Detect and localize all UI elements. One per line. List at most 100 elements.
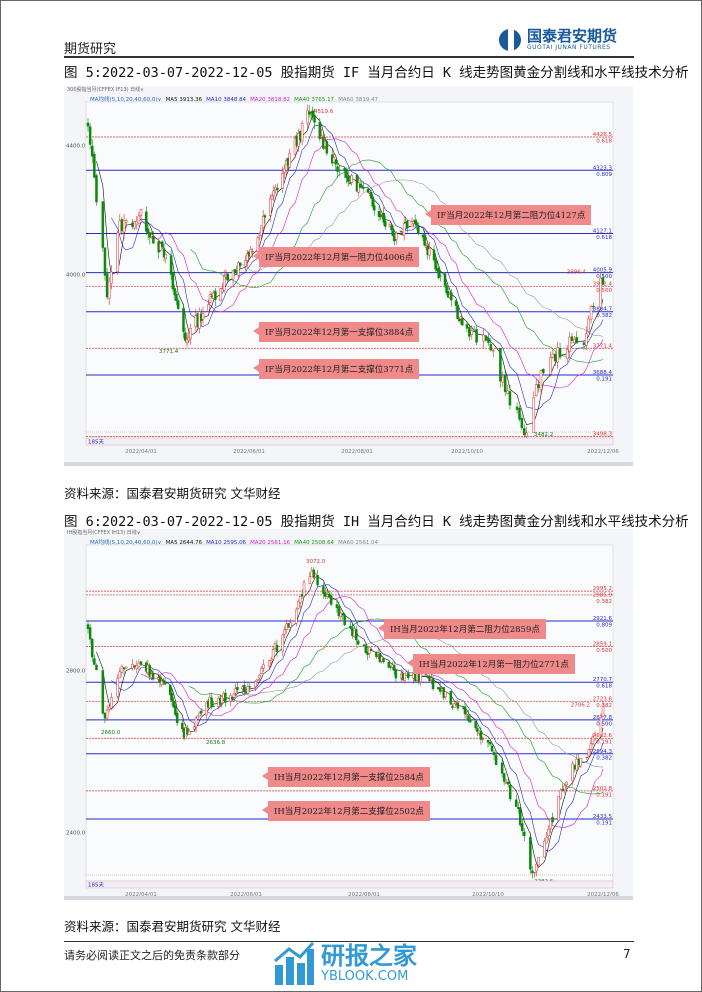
candle-down — [224, 692, 227, 703]
candle-up — [293, 137, 297, 155]
candle-down — [434, 259, 437, 270]
candle-up — [599, 717, 603, 736]
ma-params[interactable]: MA均线(5,10,20,40,60,0)∨ — [90, 540, 162, 546]
candle-up — [593, 735, 597, 739]
candle-up — [222, 276, 226, 291]
ma-params[interactable]: MA均线(5,10,20,40,60,0)∨ — [90, 97, 162, 103]
candle-up — [470, 330, 474, 336]
candle-up — [137, 662, 141, 668]
candle-down — [575, 337, 579, 344]
candle-up — [105, 709, 109, 719]
candle-down — [175, 712, 179, 724]
candle-up — [289, 622, 292, 628]
annotation-resistance-1: IF当月2022年12月第一阻力位4006点 — [252, 247, 420, 267]
candle-down — [514, 799, 518, 807]
candle-up — [110, 271, 113, 284]
days-count-label: 185天 — [88, 439, 104, 446]
candle-up — [537, 857, 540, 866]
candle-up — [258, 674, 261, 679]
candle-up — [185, 339, 189, 344]
x-tick-label: 2022/10/10 — [451, 449, 483, 455]
chart-toolbar[interactable]: 300股指当月(CFFEX IF13) 日线∨ — [67, 87, 144, 93]
section-label: 期货研究 — [64, 42, 117, 57]
chart-toolbar[interactable]: IH股指当月(CFFEX IH13) 日线∨ — [67, 530, 141, 536]
candle-down — [199, 710, 203, 714]
fib-level-value: 2921.6 — [593, 616, 613, 622]
candle-up — [116, 232, 119, 272]
footer-divider — [64, 941, 634, 942]
candle-down — [449, 691, 453, 705]
candle-down — [382, 212, 385, 223]
candle-down — [122, 667, 126, 670]
candle-down — [358, 184, 362, 188]
candle-up — [245, 253, 249, 261]
candle-down — [457, 318, 461, 322]
fib-level-ratio: 0.382 — [596, 703, 612, 709]
fib-level-value: 4127.1 — [593, 229, 612, 235]
candle-up — [300, 123, 304, 142]
candle-up — [262, 664, 265, 669]
low-price-label: 2636.8 — [206, 740, 226, 746]
fib-level-value: 2433.5 — [593, 814, 613, 820]
fib-level-value: 2502.8 — [593, 786, 613, 792]
annotation-resistance-2: IH当月2022年12月第二阻力位2859点 — [378, 619, 546, 639]
date-strip — [85, 880, 614, 889]
chart-ih-canvas: 2995.22985.90.3822921.60.8092859.10.5002… — [66, 544, 619, 896]
fib-level-ratio: 0.382 — [596, 313, 612, 319]
candle-up — [453, 703, 456, 708]
ma20-value: MA20 2561.16 — [250, 540, 291, 546]
candle-down — [371, 197, 374, 207]
candle-up — [139, 209, 143, 216]
candle-up — [110, 697, 113, 709]
candle-down — [163, 681, 167, 685]
candle-down — [312, 569, 315, 578]
fib-level-value: 2770.7 — [593, 677, 613, 683]
candle-up — [547, 829, 550, 836]
fib-level-value: 3884.7 — [593, 307, 613, 313]
candle-down — [392, 665, 396, 671]
ma40-value: MA40 3765.17 — [294, 97, 335, 103]
candle-down — [169, 255, 173, 275]
candle-up — [465, 713, 468, 716]
candle-down — [520, 418, 524, 429]
candle-down — [101, 670, 105, 714]
candle-down — [432, 249, 436, 261]
candle-down — [601, 277, 605, 285]
candle-down — [366, 188, 370, 193]
candle-up — [205, 702, 208, 716]
candle-up — [207, 304, 210, 312]
candle-up — [193, 726, 196, 730]
fib-level-value: 3962.4 — [593, 282, 613, 288]
candle-down — [439, 275, 442, 277]
watermark-text: 研报之家 — [321, 941, 417, 970]
candle-down — [95, 175, 98, 203]
candle-up — [189, 328, 192, 339]
candle-down — [391, 230, 395, 237]
candle-down — [445, 285, 448, 294]
candle-down — [515, 406, 519, 410]
candle-up — [124, 666, 128, 669]
fib-level-value: 2677.8 — [593, 715, 613, 721]
candle-up — [187, 337, 191, 341]
candle-down — [489, 344, 493, 351]
candle-down — [158, 676, 162, 683]
annotation-resistance-2: IF当月2022年12月第二阻力位4127点 — [424, 205, 592, 225]
candle-up — [150, 234, 153, 237]
candle-up — [419, 672, 422, 683]
candle-up — [444, 691, 447, 698]
candle-down — [86, 624, 90, 629]
candle-up — [565, 781, 568, 786]
fib-level-value: 3771.4 — [593, 343, 613, 349]
candle-down — [463, 706, 467, 715]
candle-up — [565, 349, 569, 359]
candle-down — [554, 353, 557, 362]
candle-up — [482, 334, 485, 342]
fib-level-value: 4323.3 — [593, 165, 613, 171]
candle-up — [260, 668, 263, 674]
candle-up — [246, 686, 250, 694]
candle-down — [348, 182, 352, 184]
candle-down — [573, 764, 577, 770]
candle-down — [95, 665, 98, 671]
candle-down — [243, 685, 246, 693]
candle-down — [570, 336, 574, 341]
